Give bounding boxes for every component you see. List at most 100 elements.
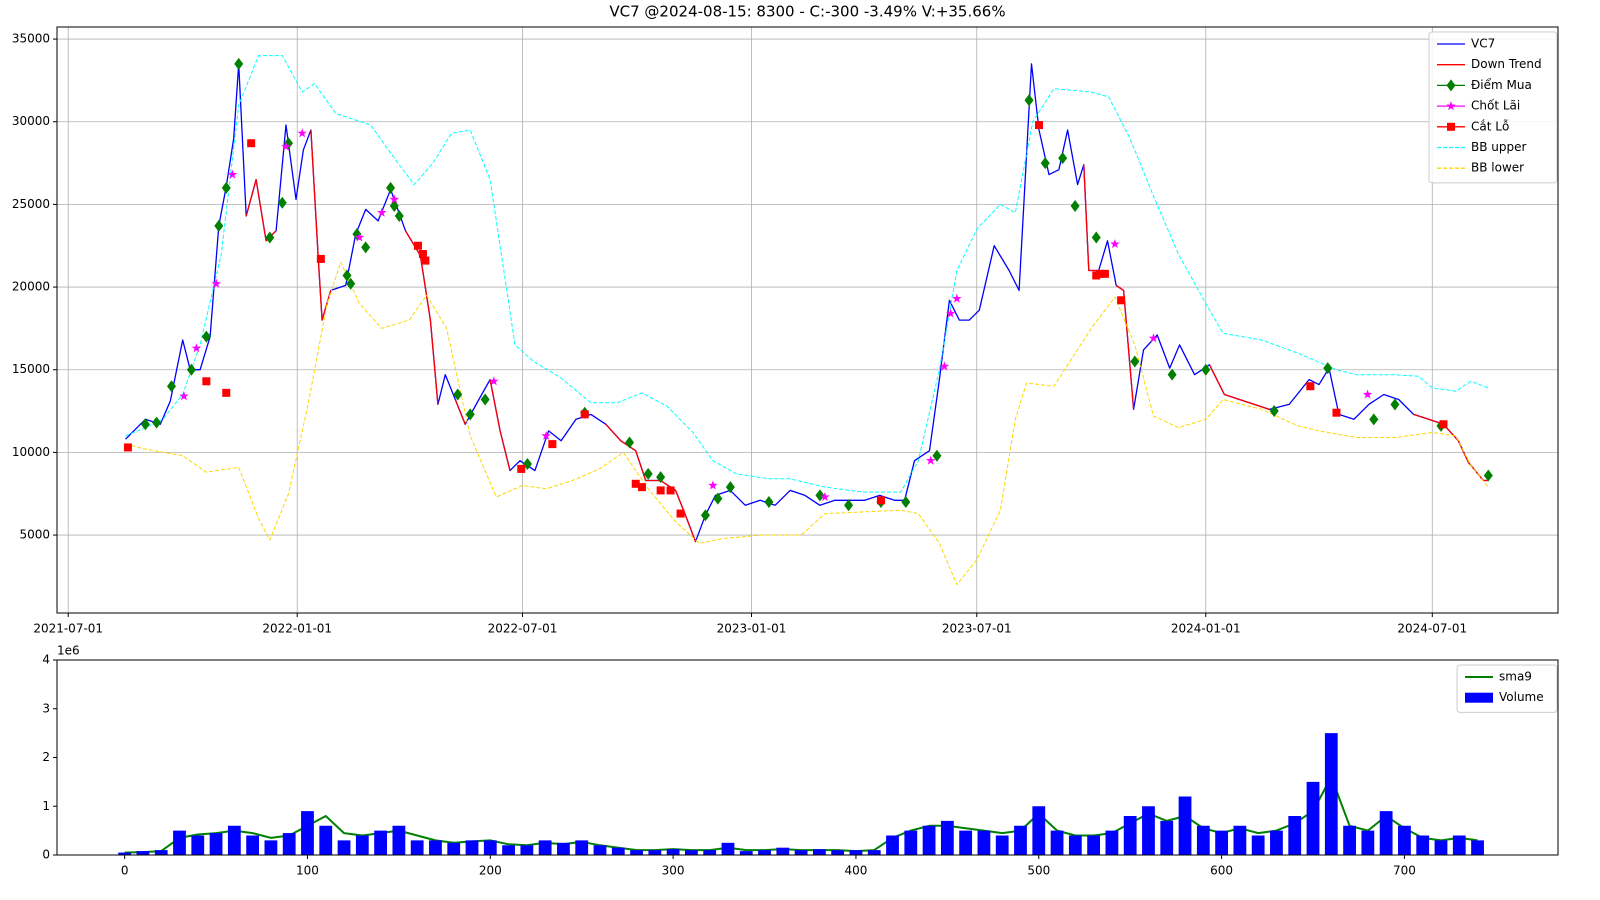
volume-bar: [630, 850, 643, 855]
series-line: [245, 129, 1489, 542]
volume-bar: [410, 840, 424, 855]
stop-loss-marker: [1332, 408, 1341, 417]
buy-marker: [361, 241, 371, 254]
legend-label: BB lower: [1471, 161, 1524, 175]
stop-loss-marker: [1439, 420, 1448, 429]
volume-bar: [1288, 816, 1302, 855]
profit-marker: [541, 430, 551, 440]
x-tick-label: 100: [296, 864, 319, 878]
buy-marker: [713, 492, 723, 505]
volume-bar: [483, 840, 497, 855]
volume-bar: [1398, 825, 1411, 855]
plot-frame: [56, 659, 1559, 856]
x-tick-label: 2021-07-01: [33, 622, 103, 636]
volume-bar: [264, 840, 278, 855]
volume-bar: [1471, 840, 1484, 855]
volume-bar: [502, 845, 515, 855]
profit-marker: [179, 391, 189, 401]
buy-marker: [932, 449, 942, 462]
buy-marker: [725, 481, 735, 494]
volume-bar: [154, 850, 168, 855]
buy-marker: [453, 388, 463, 401]
stop-loss-marker: [580, 410, 589, 419]
volume-bar: [282, 833, 296, 855]
volume-bar: [1123, 816, 1137, 855]
profit-marker: [389, 194, 399, 204]
volume-bar: [794, 850, 808, 855]
volume-bar: [191, 835, 205, 855]
stop-loss-marker: [316, 254, 325, 263]
x-tick-label: 300: [662, 864, 685, 878]
volume-bar: [758, 850, 771, 855]
y-tick-label: 3: [42, 701, 50, 715]
profit-marker: [945, 308, 956, 318]
volume-bar: [940, 820, 954, 855]
volume-bar: [831, 850, 845, 855]
volume-bar: [739, 851, 753, 855]
y-tick-label: 4: [42, 653, 50, 667]
y-tick-label: 1: [42, 799, 50, 813]
volume-bar: [685, 850, 698, 855]
buy-marker: [214, 219, 224, 232]
volume-bar: [1215, 830, 1228, 855]
plot-frame: [56, 26, 1559, 614]
series-line: [124, 776, 1478, 854]
volume-bar: [1142, 806, 1155, 855]
stop-loss-marker: [656, 486, 665, 495]
plot-area: [118, 733, 1484, 855]
x-tick-label: 0: [121, 864, 129, 878]
volume-bar: [886, 835, 899, 855]
volume-bar: [977, 830, 991, 855]
y-tick-label: 25000: [12, 197, 50, 211]
volume-bar: [1416, 835, 1430, 855]
volume-bar: [173, 830, 186, 855]
stop-loss-marker: [631, 479, 640, 488]
x-tick-label: 200: [479, 864, 502, 878]
x-tick-label: 2024-01-01: [1171, 622, 1241, 636]
buy-marker: [1201, 363, 1211, 376]
stop-loss-marker: [666, 486, 675, 495]
buy-marker: [346, 277, 356, 290]
buy-marker: [386, 181, 396, 194]
stop-loss-marker: [1100, 269, 1109, 278]
buy-marker: [465, 408, 475, 421]
profit-marker: [211, 278, 222, 288]
legend-label: Down Trend: [1471, 57, 1542, 71]
buy-marker: [1390, 398, 1400, 411]
volume-bar: [666, 849, 680, 855]
buy-marker: [643, 467, 653, 480]
volume-bar: [374, 830, 388, 855]
volume-bar: [136, 851, 150, 855]
volume-bar: [648, 850, 662, 855]
volume-bar: [1032, 806, 1046, 855]
x-tick-label: 2024-07-01: [1397, 622, 1467, 636]
buy-marker: [152, 416, 162, 429]
volume-bar: [849, 850, 863, 855]
buy-marker: [1130, 355, 1140, 368]
profit-marker: [489, 376, 499, 386]
volume-bar: [575, 840, 589, 855]
buy-marker: [201, 330, 211, 343]
volume-bar: [812, 849, 826, 855]
buy-marker: [1167, 368, 1177, 381]
volume-bar: [301, 811, 314, 855]
volume-bar: [1251, 835, 1265, 855]
volume-bar: [1160, 820, 1174, 855]
stop-loss-marker: [1117, 296, 1126, 305]
stop-loss-marker: [123, 443, 132, 452]
volume-bar: [392, 825, 406, 855]
y-tick-label: 2: [42, 750, 50, 764]
volume-bar: [703, 850, 717, 855]
profit-marker: [820, 492, 830, 502]
buy-marker: [186, 363, 196, 376]
profit-marker: [191, 343, 202, 353]
buy-marker: [656, 471, 666, 484]
buy-marker: [1323, 362, 1333, 375]
buy-marker: [901, 495, 911, 508]
volume-bar: [557, 842, 570, 855]
legend-marker: [1446, 79, 1456, 92]
x-tick-label: 2023-01-01: [717, 622, 787, 636]
profit-marker: [377, 207, 387, 217]
profit-marker: [227, 169, 238, 179]
volume-bar: [995, 835, 1009, 855]
